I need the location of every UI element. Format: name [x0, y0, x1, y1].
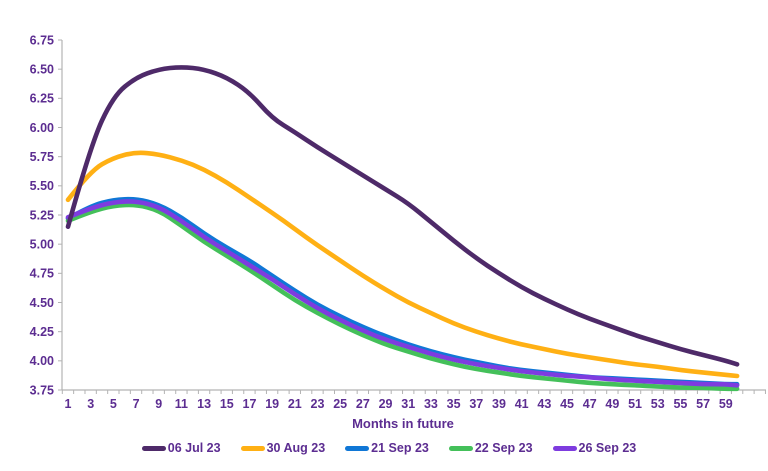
x-axis-tick-label: 57	[696, 397, 710, 411]
x-axis-tick-label: 45	[560, 397, 574, 411]
legend-item-30-aug-23: 30 Aug 23	[240, 441, 326, 455]
x-axis-tick-label: 37	[469, 397, 483, 411]
x-axis-tick-label: 3	[87, 397, 94, 411]
x-axis-tick-label: 25	[333, 397, 347, 411]
series-line-21-sep-23	[65, 196, 740, 387]
x-axis-tick-label: 7	[133, 397, 140, 411]
y-axis-tick-label: 6.75	[30, 33, 54, 47]
x-axis-tick-label: 19	[265, 397, 279, 411]
chart-legend: 06 Jul 23 30 Aug 23 21 Sep 23 22 Sep 23 26 S…	[0, 441, 768, 455]
x-axis-tick-label: 21	[288, 397, 302, 411]
series-line-06-jul-23	[65, 65, 740, 367]
y-axis-tick-label: 6.00	[30, 121, 54, 135]
x-axis-tick-label: 23	[311, 397, 325, 411]
x-axis-tick-label: 49	[605, 397, 619, 411]
x-axis-tick-label: 59	[719, 397, 733, 411]
legend-item-06-jul-23: 06 Jul 23	[141, 441, 221, 455]
x-axis-tick-label: 47	[583, 397, 597, 411]
legend-swatch-21-sep-23	[345, 445, 370, 451]
legend-item-22-sep-23: 22 Sep 23	[448, 441, 533, 455]
x-axis-tick-label: 1	[65, 397, 72, 411]
x-axis-tick-label: 17	[243, 397, 257, 411]
legend-swatch-22-sep-23	[448, 445, 473, 451]
y-axis-tick-label: 4.50	[30, 296, 54, 310]
x-axis-tick-label: 39	[492, 397, 506, 411]
series-line-22-sep-23	[65, 202, 740, 392]
y-axis-tick-label: 6.25	[30, 92, 54, 106]
y-axis-tick-label: 5.00	[30, 237, 54, 251]
y-axis-tick-label: 5.75	[30, 150, 54, 164]
legend-item-26-sep-23: 26 Sep 23	[552, 441, 637, 455]
x-axis-tick-label: 27	[356, 397, 370, 411]
y-axis-tick-label: 4.75	[30, 267, 54, 281]
x-axis-tick-label: 33	[424, 397, 438, 411]
legend-label-21-sep-23: 21 Sep 23	[371, 441, 429, 455]
legend-label-06-jul-23: 06 Jul 23	[167, 441, 221, 455]
x-axis-tick-label: 5	[110, 397, 117, 411]
x-axis-tick-label: 43	[537, 397, 551, 411]
legend-label-22-sep-23: 22 Sep 23	[474, 441, 533, 455]
x-axis-title: Months in future	[352, 416, 454, 431]
x-axis-tick-label: 41	[515, 397, 529, 411]
series-line-26-sep-23	[65, 199, 740, 388]
x-axis-tick-label: 9	[155, 397, 162, 411]
x-axis-tick-label: 35	[447, 397, 461, 411]
x-axis-tick-label: 53	[651, 397, 665, 411]
x-axis-tick-label: 31	[401, 397, 415, 411]
x-axis-tick-label: 29	[379, 397, 393, 411]
legend-label-26-sep-23: 26 Sep 23	[578, 441, 637, 455]
y-axis-tick-label: 6.50	[30, 62, 54, 76]
x-axis-tick-label: 15	[220, 397, 234, 411]
y-axis-tick-label: 5.50	[30, 179, 54, 193]
y-axis-tick-label: 4.25	[30, 325, 54, 339]
series-line-30-aug-23	[65, 150, 740, 379]
legend-swatch-06-jul-23	[141, 445, 166, 451]
legend-item-21-sep-23: 21 Sep 23	[345, 441, 429, 455]
line-chart-plot-area: 6.75 6.50 6.25 6.00 5.75 5.50 5.25 5.00 4.75 4.50…	[30, 33, 766, 411]
y-axis-tick-label: 4.00	[30, 354, 54, 368]
x-axis-tick-label: 51	[628, 397, 642, 411]
x-axis-tick-label: 13	[197, 397, 211, 411]
y-axis-tick-label: 5.25	[30, 208, 54, 222]
legend-label-30-aug-23: 30 Aug 23	[266, 441, 326, 455]
x-axis-tick-label: 55	[673, 397, 687, 411]
legend-swatch-26-sep-23	[552, 445, 577, 451]
x-axis-tick-label: 11	[175, 397, 188, 411]
y-axis-tick-label: 3.75	[30, 383, 54, 397]
legend-swatch-30-aug-23	[240, 445, 265, 451]
